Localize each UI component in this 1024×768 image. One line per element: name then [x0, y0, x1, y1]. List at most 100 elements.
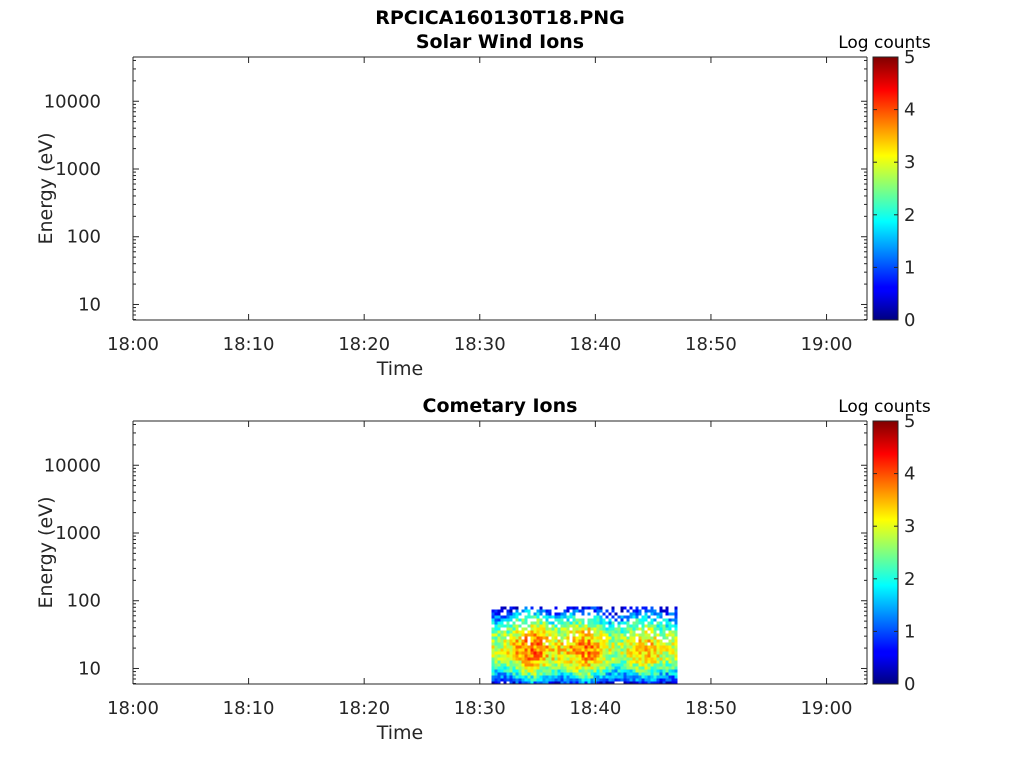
data-cell [626, 618, 630, 622]
data-cell [617, 633, 621, 637]
data-cell [659, 669, 663, 673]
data-cell [593, 654, 597, 658]
data-cell [665, 678, 669, 682]
data-cell [512, 663, 516, 667]
data-cell [539, 672, 543, 676]
data-cell [530, 681, 534, 685]
data-cell [512, 681, 516, 685]
data-cell [569, 657, 573, 661]
data-cell [593, 633, 597, 637]
data-cell [635, 621, 639, 625]
data-cell [638, 660, 642, 664]
data-cell [503, 630, 507, 634]
data-cell [644, 663, 648, 667]
data-cell [554, 639, 558, 643]
data-cell [515, 672, 519, 676]
data-cell [533, 612, 537, 616]
data-cell [662, 645, 666, 649]
data-cell [629, 648, 633, 652]
data-cell [518, 624, 522, 628]
y-tick-label: 100 [67, 227, 101, 248]
data-cell [596, 609, 600, 613]
data-cell [650, 612, 654, 616]
data-cell [524, 675, 528, 679]
data-cell [494, 609, 498, 613]
data-cell [575, 660, 579, 664]
panel-1: 18:00 18:10 18:20 18:30 18:40 18:50 19:0010100… [35, 33, 931, 380]
data-cell [665, 636, 669, 640]
data-cell [638, 654, 642, 658]
data-cell [551, 654, 555, 658]
data-cell [503, 663, 507, 667]
data-cell [563, 615, 567, 619]
data-cell [491, 657, 495, 661]
data-cell [581, 612, 585, 616]
data-cell [641, 618, 645, 622]
data-cell [659, 657, 663, 661]
data-cell [533, 672, 537, 676]
data-cell [548, 642, 552, 646]
data-cell [554, 678, 558, 682]
data-cell [611, 606, 615, 610]
data-cell [530, 615, 534, 619]
data-cell [590, 675, 594, 679]
data-cell [671, 681, 675, 685]
data-cell [662, 651, 666, 655]
data-cell [647, 657, 651, 661]
data-cell [611, 666, 615, 670]
data-cell [623, 678, 627, 682]
data-cell [548, 648, 552, 652]
data-cell [497, 627, 501, 631]
data-cell [626, 609, 630, 613]
data-cell [578, 681, 582, 685]
data-cell [491, 645, 495, 649]
data-cell [587, 612, 591, 616]
data-cell [539, 609, 543, 613]
data-cell [587, 660, 591, 664]
data-cell [554, 681, 558, 685]
data-cell [578, 648, 582, 652]
data-cell [605, 672, 609, 676]
data-cell [515, 624, 519, 628]
data-cell [632, 630, 636, 634]
data-cell [623, 627, 627, 631]
data-cell [671, 663, 675, 667]
data-cell [506, 624, 510, 628]
data-cell [560, 639, 564, 643]
data-cell [515, 642, 519, 646]
data-cell [560, 663, 564, 667]
data-cell [668, 645, 672, 649]
data-cell [572, 675, 576, 679]
data-cell [590, 657, 594, 661]
data-cell [536, 627, 540, 631]
data-cell [542, 660, 546, 664]
data-cell [635, 654, 639, 658]
data-cell [512, 654, 516, 658]
data-cell [587, 645, 591, 649]
data-cell [560, 678, 564, 682]
data-cell [548, 681, 552, 685]
figure-title: RPCICA160130T18.PNG [375, 7, 625, 29]
data-cell [542, 648, 546, 652]
data-cell [662, 624, 666, 628]
data-cell [614, 612, 618, 616]
data-cell [524, 618, 528, 622]
data-cell [671, 642, 675, 646]
data-cell [506, 609, 510, 613]
data-cell [521, 666, 525, 670]
data-cell [497, 678, 501, 682]
data-cell [644, 630, 648, 634]
data-cell [641, 666, 645, 670]
data-cell [500, 657, 504, 661]
data-cell [545, 612, 549, 616]
data-cell [557, 663, 561, 667]
data-cell [614, 639, 618, 643]
data-cell [527, 660, 531, 664]
data-cell [653, 624, 657, 628]
data-cell [668, 648, 672, 652]
data-cell [536, 633, 540, 637]
data-cell [623, 633, 627, 637]
data-cell [491, 663, 495, 667]
data-cell [620, 660, 624, 664]
data-cell [662, 654, 666, 658]
